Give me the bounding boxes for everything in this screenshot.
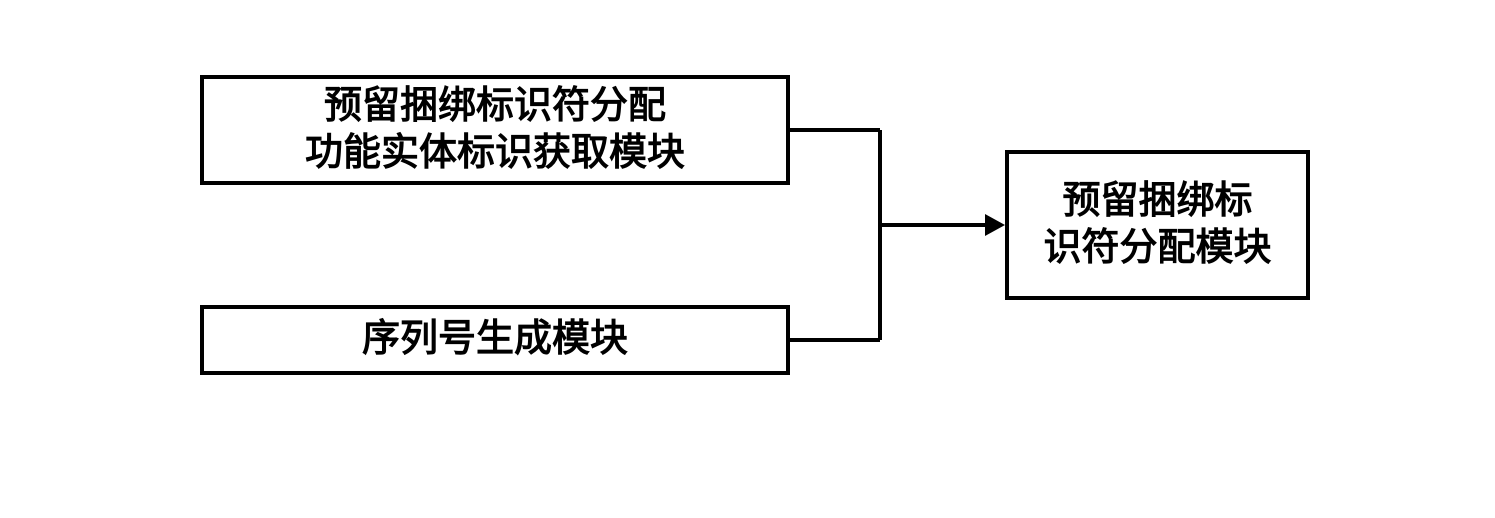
node-reserved-binding-id-alloc-entity-module: 预留捆绑标识符分配 功能实体标识获取模块 [200,75,790,185]
node-label-line1: 预留捆绑标 [1062,180,1252,222]
node-label-line1: 序列号生成模块 [362,318,628,360]
node-label-line1: 预留捆绑标识符分配 [324,85,666,127]
node-reserved-binding-id-alloc-module: 预留捆绑标 识符分配模块 [1005,150,1310,300]
node-label-line2: 识符分配模块 [1043,227,1271,269]
diagram-canvas: 预留捆绑标识符分配 功能实体标识获取模块 序列号生成模块 预留捆绑标 识符分配模… [0,0,1495,518]
node-label-line2: 功能实体标识获取模块 [305,132,685,174]
node-sequence-number-generation-module: 序列号生成模块 [200,305,790,375]
